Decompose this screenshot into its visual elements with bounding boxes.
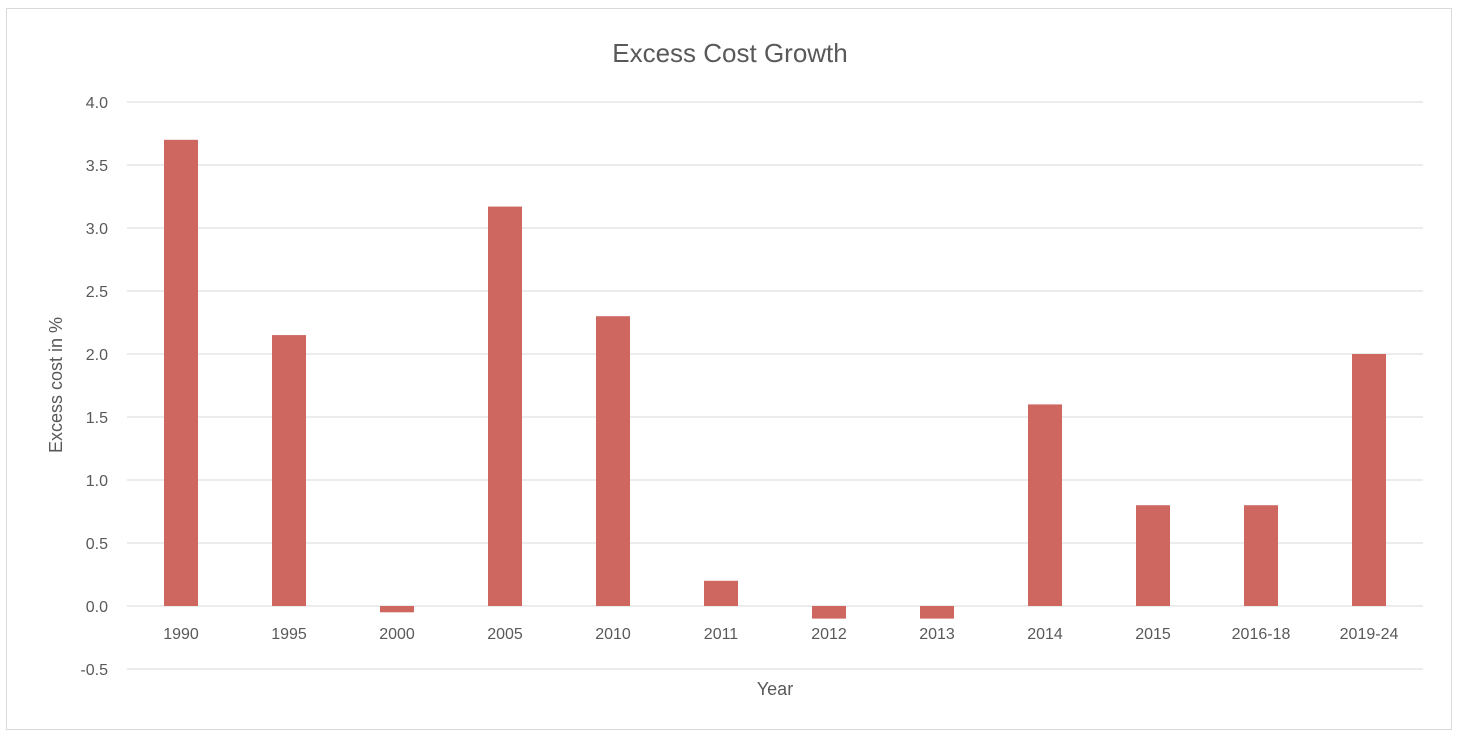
bar-2016-18 <box>1244 505 1278 606</box>
bar-1990 <box>164 139 198 607</box>
x-tick-label: 2000 <box>379 626 415 643</box>
x-tick-label: 2015 <box>1135 626 1171 643</box>
y-tick-label: 2.0 <box>86 347 108 364</box>
bar-2011 <box>704 580 738 606</box>
x-tick-label: 2005 <box>487 626 523 643</box>
bar-2015 <box>1136 505 1170 606</box>
chart-title: Excess Cost Growth <box>612 38 848 68</box>
x-tick-label: 1990 <box>163 626 199 643</box>
x-tick-labels: 1990 1995 2000 2005 2010 2011 2012 2013 2014 2015… <box>163 626 1398 643</box>
x-tick-label: 2016-18 <box>1232 626 1291 643</box>
y-tick-label: 1.5 <box>86 410 108 427</box>
y-tick-label: 0.5 <box>86 536 108 553</box>
bar-2000 <box>380 606 414 613</box>
bar-2005 <box>488 206 522 606</box>
y-tick-label: 1.0 <box>86 473 108 490</box>
bar-2013 <box>920 606 954 619</box>
x-tick-label: 2014 <box>1027 626 1063 643</box>
y-tick-labels: 4.0 3.5 3.0 2.5 2.0 1.5 1.0 0.5 0.0 -0.5 <box>80 95 108 679</box>
chart-frame <box>6 8 1452 730</box>
bar-1995 <box>272 335 306 606</box>
y-tick-label: -0.5 <box>80 662 108 679</box>
bar-2012 <box>812 606 846 619</box>
y-tick-label: 2.5 <box>86 284 108 301</box>
bar-2010 <box>596 316 630 606</box>
x-tick-label: 2010 <box>595 626 631 643</box>
x-tick-label: 2011 <box>704 626 739 643</box>
bars <box>164 139 1386 619</box>
y-tick-label: 3.0 <box>86 221 108 238</box>
y-axis-title: Excess cost in % <box>46 317 66 453</box>
x-tick-label: 2019-24 <box>1340 626 1399 643</box>
x-axis-title: Year <box>757 679 793 699</box>
y-tick-label: 0.0 <box>86 599 108 616</box>
bar-2014 <box>1028 404 1062 606</box>
x-tick-label: 2013 <box>919 626 955 643</box>
x-tick-label: 2012 <box>811 626 847 643</box>
gridlines <box>127 101 1423 670</box>
y-tick-label: 3.5 <box>86 158 108 175</box>
x-tick-label: 1995 <box>271 626 307 643</box>
y-tick-label: 4.0 <box>86 95 108 112</box>
bar-2019-24 <box>1352 354 1386 606</box>
